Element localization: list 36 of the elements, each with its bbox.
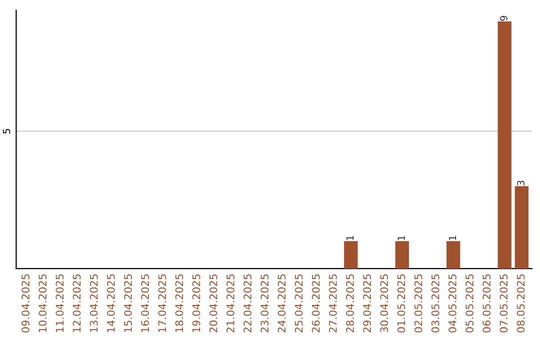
x-tick-label: 07.05.2025 [500, 274, 508, 332]
x-tick-label: 22.04.2025 [244, 274, 252, 332]
x-tick-label: 20.04.2025 [209, 274, 218, 332]
x-tick-label: 19.04.2025 [192, 274, 200, 332]
x-tick-label: 23.04.2025 [260, 274, 269, 332]
x-tick-label: 11.04.2025 [56, 274, 64, 332]
x-tick-label: 06.05.2025 [482, 274, 491, 332]
x-tick-label: 24.04.2025 [278, 274, 286, 332]
x-tick-label: 17.04.2025 [158, 274, 166, 332]
x-tick-label: 29.04.2025 [363, 274, 371, 332]
x-tick-label: 25.04.2025 [294, 274, 303, 332]
x-tick-label: 21.04.2025 [226, 274, 234, 332]
data-label: 1 [346, 236, 354, 240]
x-tick-label: 12.04.2025 [72, 274, 81, 332]
data-label: 1 [448, 236, 456, 240]
x-tick-label: 15.04.2025 [124, 274, 132, 332]
data-label: 3 [517, 180, 524, 186]
x-tick-label: 18.04.2025 [175, 274, 184, 332]
data-label: 9 [500, 16, 508, 21]
x-tick-label: 05.05.2025 [466, 274, 474, 332]
x-tick-label: 03.05.2025 [431, 274, 440, 332]
x-tick-label: 28.04.2025 [346, 274, 354, 332]
x-tick-label: 01.05.2025 [397, 274, 406, 332]
x-tick-label: 13.04.2025 [90, 274, 98, 332]
x-tick-label: 02.05.2025 [414, 274, 422, 332]
x-tick-label: 10.04.2025 [38, 274, 47, 332]
x-tick-label: 27.04.2025 [328, 274, 337, 332]
x-tick-label: 16.04.2025 [141, 274, 149, 332]
x-tick-label: 09.04.2025 [22, 274, 30, 332]
x-tick-label: 30.04.2025 [380, 274, 388, 332]
x-tick-label: 04.05.2025 [448, 274, 456, 332]
x-tick-label: 08.05.2025 [516, 274, 525, 332]
ref-line-label: 5 [2, 128, 10, 134]
x-tick-label: 26.04.2025 [312, 274, 320, 332]
x-tick-label: 14.04.2025 [106, 274, 115, 332]
data-label: 1 [398, 236, 405, 240]
